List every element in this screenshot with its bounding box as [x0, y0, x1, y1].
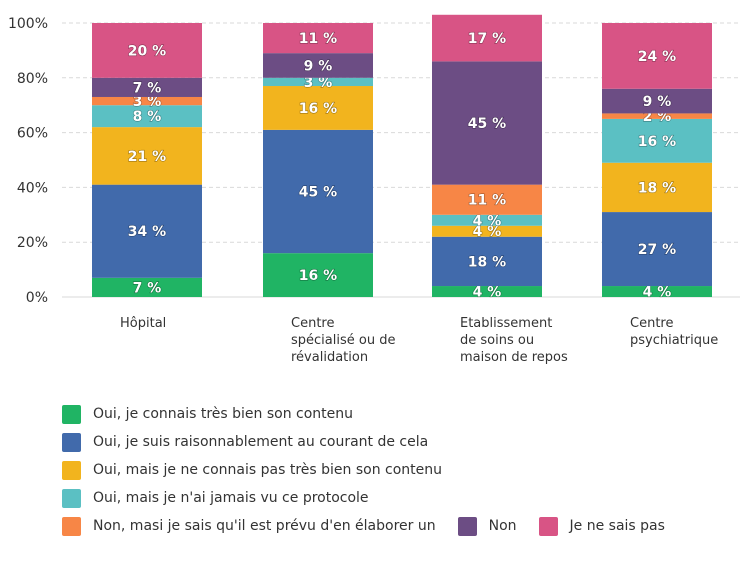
bar-segment — [92, 277, 202, 297]
x-tick-label: de soins ou — [460, 333, 534, 348]
legend-item: Oui, mais je n'ai jamais vu ce protocole — [62, 488, 369, 508]
legend-swatch — [62, 488, 81, 508]
x-tick-label: Centre — [291, 316, 334, 331]
data-label: 24 % — [638, 49, 676, 65]
data-label: 27 % — [638, 242, 676, 258]
legend-label: Oui, je suis raisonnablement au courant … — [93, 434, 429, 450]
data-label: 16 % — [638, 134, 676, 150]
x-tick-label: spécialisé ou de — [291, 333, 395, 348]
data-label: 45 % — [299, 185, 337, 201]
data-label: 17 % — [468, 31, 506, 47]
bar-segment — [263, 23, 373, 54]
bar-segment — [602, 118, 712, 163]
y-tick-label: 80% — [17, 71, 48, 87]
bar-segment — [92, 127, 202, 185]
x-tick-label: révalidation — [291, 350, 368, 365]
y-tick-label: 100% — [8, 16, 48, 32]
data-label: 7 % — [133, 280, 162, 296]
legend-swatch — [457, 516, 477, 536]
bar-segment — [602, 212, 712, 287]
legend-label: Oui, mais je n'ai jamais vu ce protocole — [93, 490, 369, 506]
legend-label: Je ne sais pas — [569, 518, 665, 534]
data-label: 4 % — [473, 213, 502, 229]
bar-segment — [432, 184, 542, 215]
legend-row: Oui, mais je n'ai jamais vu ce protocole — [62, 484, 742, 512]
data-label: 18 % — [638, 180, 676, 196]
bar-segment — [432, 214, 542, 226]
legend-label: Oui, je connais très bien son contenu — [93, 406, 354, 422]
legend-label: Non — [488, 518, 517, 534]
data-label: 45 % — [468, 116, 506, 132]
data-label: 20 % — [128, 43, 166, 59]
data-label: 11 % — [299, 31, 337, 47]
y-tick-label: 60% — [17, 126, 48, 142]
bar-segment — [432, 14, 542, 62]
x-tick-label: Centre — [630, 316, 673, 331]
y-tick-label: 0% — [26, 290, 48, 306]
legend-label: Oui, mais je ne connais pas très bien so… — [93, 462, 443, 478]
data-label: 8 % — [133, 109, 162, 125]
data-label: 21 % — [128, 149, 166, 165]
data-label: 4 % — [473, 285, 502, 301]
bar-segment — [432, 61, 542, 185]
x-tick-label: Etablissement — [460, 316, 552, 331]
bar-segment — [263, 86, 373, 130]
x-tick-label: Hôpital — [120, 316, 166, 331]
legend-item: Non — [457, 516, 517, 536]
data-label: 9 % — [304, 58, 333, 74]
legend-row: Oui, je suis raisonnablement au courant … — [62, 428, 742, 456]
legend-row: Oui, mais je ne connais pas très bien so… — [62, 456, 742, 484]
bar-segment — [92, 96, 202, 106]
data-label: 9 % — [643, 94, 672, 110]
bar-segment — [263, 253, 373, 297]
bar-segment — [602, 162, 712, 213]
data-label: 3 % — [304, 75, 333, 91]
bar-segment — [602, 286, 712, 297]
y-tick-label: 20% — [17, 235, 48, 251]
data-label: 18 % — [468, 254, 506, 270]
legend-swatch — [62, 432, 81, 452]
data-label: 4 % — [643, 285, 672, 301]
legend-item: Oui, je connais très bien son contenu — [62, 404, 354, 424]
legend-item: Non, masi je sais qu'il est prévu d'en é… — [62, 516, 436, 536]
legend-row: Non, masi je sais qu'il est prévu d'en é… — [62, 512, 742, 540]
data-label: 16 % — [299, 101, 337, 117]
data-label: 34 % — [128, 224, 166, 240]
legend-label: Non, masi je sais qu'il est prévu d'en é… — [93, 518, 436, 534]
bar-segment — [263, 53, 373, 78]
legend-item: Oui, je suis raisonnablement au courant … — [62, 432, 429, 452]
data-label: 3 % — [133, 94, 162, 110]
data-label: 4 % — [473, 224, 502, 240]
bar-segment — [263, 129, 373, 254]
data-label: 11 % — [468, 193, 506, 209]
bar-segment — [602, 23, 712, 89]
bar-segment — [92, 184, 202, 278]
legend-swatch — [62, 516, 81, 536]
bar-segment — [432, 286, 542, 297]
bar-segment — [263, 77, 373, 87]
legend-item: Je ne sais pas — [538, 516, 665, 536]
bar-segment — [602, 113, 712, 119]
legend-row: Oui, je connais très bien son contenu — [62, 400, 742, 428]
bar-segment — [432, 236, 542, 287]
bar-segment — [92, 105, 202, 128]
bar-segment — [92, 23, 202, 78]
x-tick-label: psychiatrique — [630, 333, 718, 348]
bar-segment — [92, 77, 202, 97]
stacked-bar-chart: 0%20%40%60%80%100%7 %34 %21 %8 %3 %7 %20… — [8, 14, 740, 365]
legend-swatch — [62, 404, 81, 424]
x-tick-label: maison de repos — [460, 350, 568, 365]
legend-swatch — [538, 516, 558, 536]
data-label: 7 % — [133, 80, 162, 96]
legend-swatch — [62, 460, 81, 480]
bar-segment — [602, 88, 712, 114]
legend-item: Oui, mais je ne connais pas très bien so… — [62, 460, 443, 480]
y-tick-label: 40% — [17, 180, 48, 196]
data-label: 16 % — [299, 268, 337, 284]
chart-legend: Oui, je connais très bien son contenu Oui… — [62, 400, 742, 540]
bar-segment — [432, 225, 542, 237]
